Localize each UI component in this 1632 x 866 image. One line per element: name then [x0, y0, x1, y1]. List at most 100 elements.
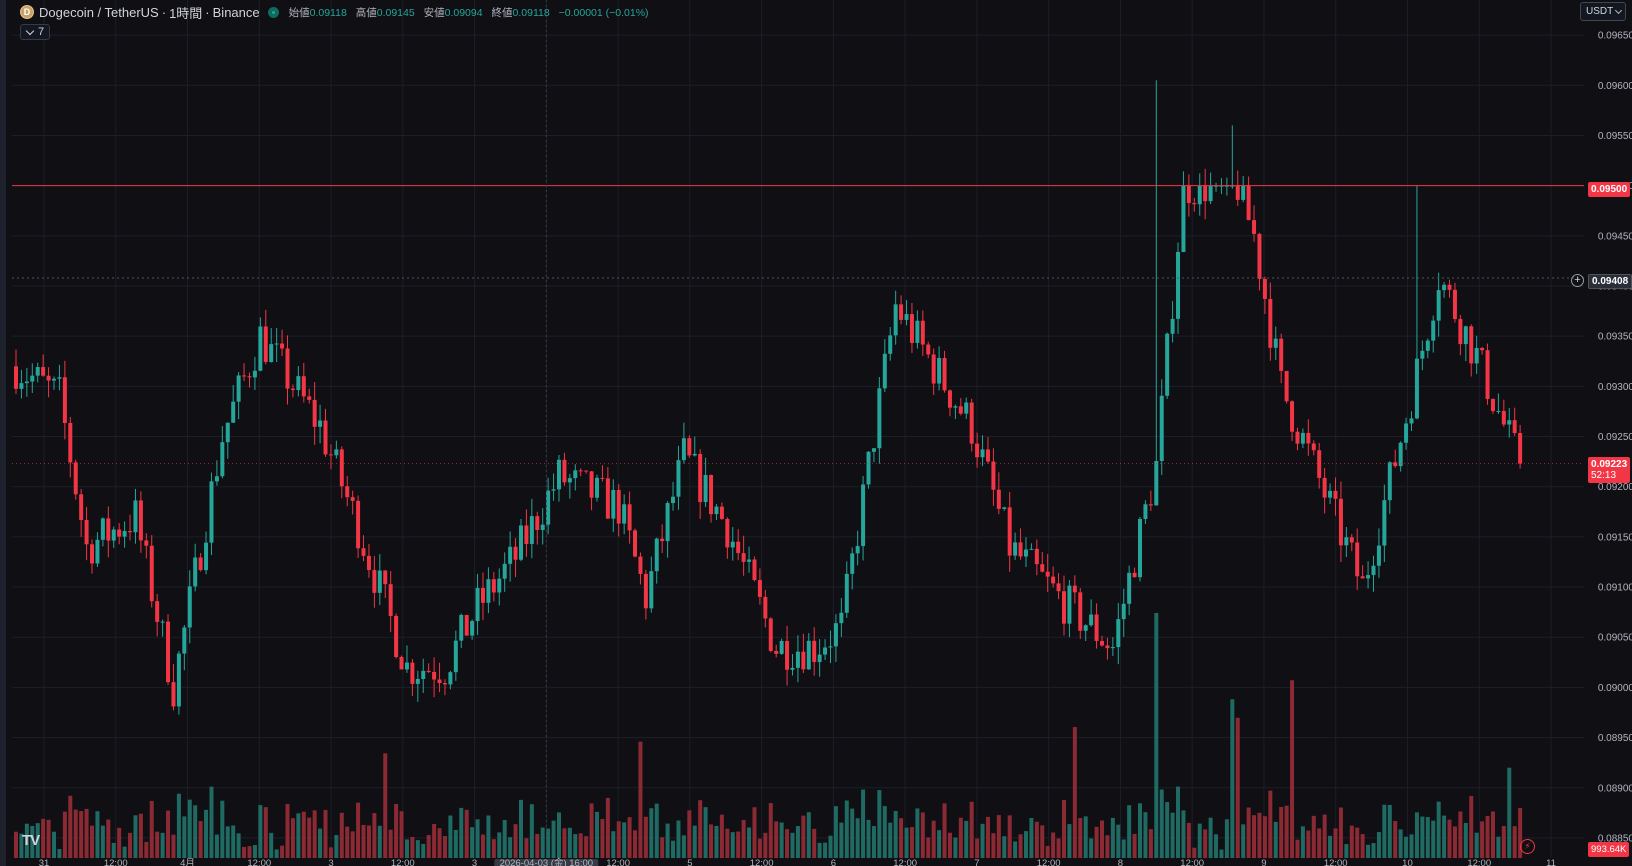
candle-body	[909, 314, 914, 343]
volume-bar	[1328, 835, 1333, 858]
candle-body	[540, 524, 545, 531]
price-tick-label: 0.08850	[1598, 833, 1632, 844]
volume-bar	[41, 818, 46, 858]
volume-bar	[480, 834, 485, 858]
volume-bar	[1452, 826, 1457, 858]
candle-body	[823, 647, 828, 655]
candle-body	[1295, 431, 1300, 444]
candle-body	[247, 376, 252, 378]
volume-bar	[1431, 820, 1436, 858]
candle-body	[480, 587, 485, 603]
lightning-icon[interactable]: ⚡	[1520, 839, 1535, 854]
candle-body	[844, 573, 849, 613]
crosshair-price-tag: 0.09408	[1588, 274, 1632, 289]
candle-body	[296, 376, 301, 391]
candle-body	[595, 477, 600, 498]
volume-bar	[801, 815, 806, 858]
candle-body	[1078, 592, 1083, 631]
candle-body	[1165, 333, 1170, 396]
volume-bar	[964, 820, 969, 858]
volume-bar	[747, 827, 752, 858]
market-status-icon[interactable]	[267, 6, 279, 18]
price-axis[interactable]: 0.096500.096000.095500.095000.094500.094…	[1598, 31, 1632, 845]
candle-body	[46, 375, 51, 381]
volume-bar	[1371, 843, 1376, 858]
open-label: 始値	[288, 6, 310, 19]
volume-bar	[263, 807, 268, 858]
candle-body	[763, 596, 768, 619]
candle-body	[839, 612, 844, 624]
volume-bar	[52, 831, 57, 858]
volume-bar	[1067, 824, 1072, 858]
candle-body	[649, 571, 654, 609]
candle-body	[388, 584, 393, 616]
volume-bar	[518, 799, 523, 858]
volume-bar	[1252, 815, 1257, 858]
volume-bar	[1007, 815, 1012, 858]
volume-bar	[660, 837, 665, 858]
volume-bar	[339, 812, 344, 858]
time-axis[interactable]: 31 12:00 4月 12:00 3 12:00 3 2026-04-03 (金) 16:0…	[39, 857, 1556, 866]
candle-body	[57, 377, 62, 379]
candle-body	[1436, 290, 1441, 321]
volume-bar	[1317, 828, 1322, 858]
candle-body	[774, 650, 779, 654]
currency-select[interactable]: USDT	[1580, 2, 1626, 21]
candle-body	[1045, 571, 1050, 577]
volume-bar	[562, 828, 567, 858]
candle-body	[942, 357, 947, 391]
symbol-name[interactable]: Dogecoin / TetherUS	[39, 4, 159, 20]
volume-bar	[491, 839, 496, 858]
price-tick-label: 0.09650	[1598, 31, 1632, 42]
candle-body	[768, 618, 773, 651]
indicator-toggle-button[interactable]: 7	[20, 24, 51, 40]
tradingview-logo-icon[interactable]: TV	[22, 832, 40, 849]
volume-bar	[828, 835, 833, 858]
grid	[12, 0, 1584, 858]
volume-bar	[1061, 799, 1066, 858]
volume-bar	[1143, 812, 1148, 858]
close-value: 0.09118	[512, 6, 550, 19]
volume-bar	[958, 817, 963, 858]
volume-bar	[578, 833, 583, 858]
price-chart[interactable]: 0.09650 0.09600 0.09550 0.09500 0.09450 0.094…	[6, 0, 1632, 866]
candle-body	[198, 557, 203, 571]
candle-body	[491, 579, 496, 593]
candle-body	[1404, 423, 1409, 443]
candle-body	[513, 546, 518, 560]
volume-bar	[166, 810, 171, 858]
candle-body	[969, 402, 974, 444]
volume-bar	[975, 838, 980, 858]
horizontal-line-price-tag[interactable]: 0.09500	[1588, 182, 1631, 197]
candle-body	[605, 478, 610, 519]
candle-body	[1034, 548, 1039, 565]
candle-body	[562, 459, 567, 483]
candle-body	[301, 376, 306, 397]
volume-bar	[1246, 807, 1251, 858]
candle-body	[741, 553, 746, 562]
candle-body	[752, 559, 757, 581]
candle-body	[1138, 518, 1143, 578]
candle-body	[290, 388, 295, 391]
candle-body	[1176, 251, 1181, 319]
candle-body	[964, 402, 969, 414]
interval-label[interactable]: 1時間	[169, 5, 203, 21]
volume-bar	[209, 786, 214, 858]
volume-bar	[1148, 829, 1153, 858]
volume-bar	[915, 808, 920, 858]
volume-bar	[1262, 816, 1267, 858]
candle-body	[508, 546, 513, 564]
candle-body	[1056, 583, 1061, 592]
volume-bar	[144, 841, 149, 858]
add-alert-plus-icon[interactable]: +	[1571, 274, 1584, 287]
price-tick-label: 0.09450	[1598, 231, 1632, 242]
candle-body	[280, 343, 285, 349]
candle-body	[334, 449, 339, 456]
candle-body	[361, 548, 366, 556]
volume-bar	[1181, 810, 1186, 858]
overlays	[12, 0, 1584, 858]
candle-body	[1393, 462, 1398, 467]
candle-body	[578, 470, 583, 472]
time-tick-label: 12:00	[391, 858, 415, 866]
